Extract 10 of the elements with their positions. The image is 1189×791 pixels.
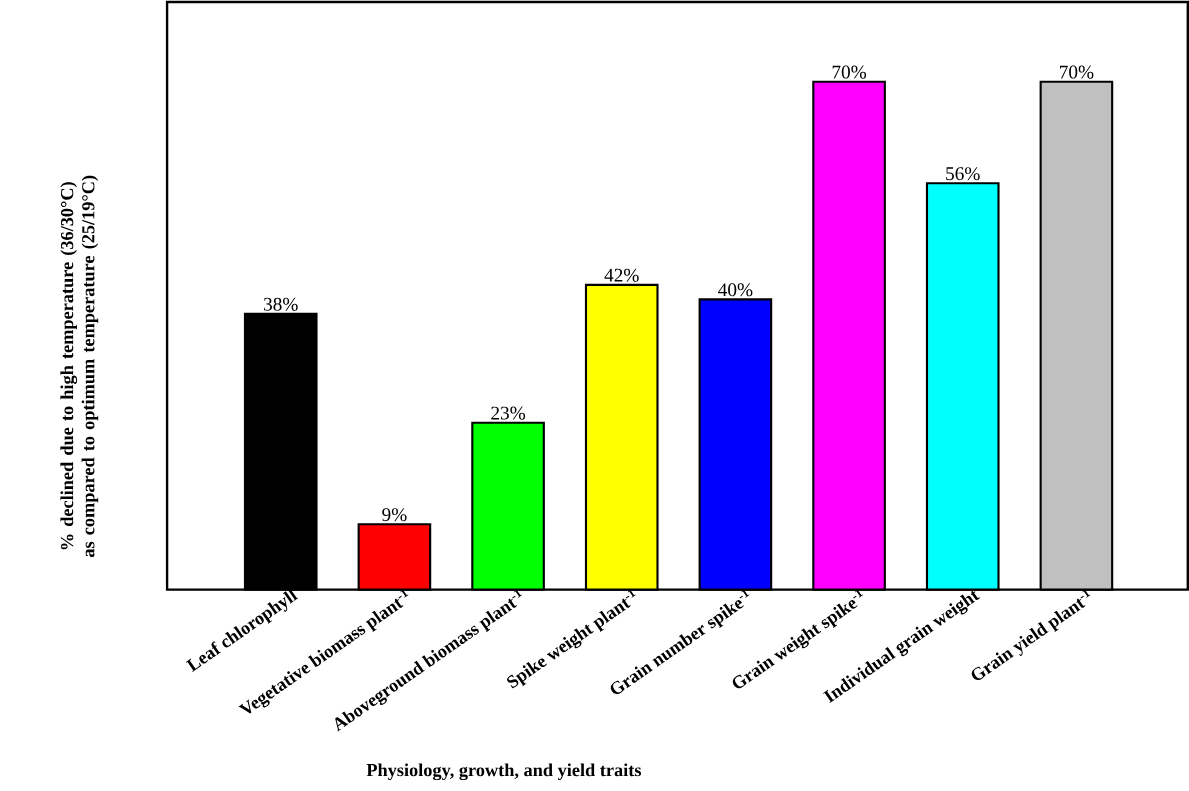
data-label: 70%: [832, 65, 867, 79]
y-axis-title: % declined due to high temperature (36/30°C) as compared to optimum temperature (25/19°C): [60, 175, 99, 558]
data-label: 42%: [604, 268, 639, 282]
data-label: 23%: [491, 406, 526, 420]
data-label: 70%: [1060, 65, 1094, 79]
data-label: 56%: [946, 167, 980, 181]
x-axis-title: Physiology, growth, and yield traits: [366, 763, 642, 781]
data-label: 38%: [264, 297, 298, 312]
data-label: 40%: [718, 283, 753, 297]
data-label: 9%: [382, 508, 407, 522]
